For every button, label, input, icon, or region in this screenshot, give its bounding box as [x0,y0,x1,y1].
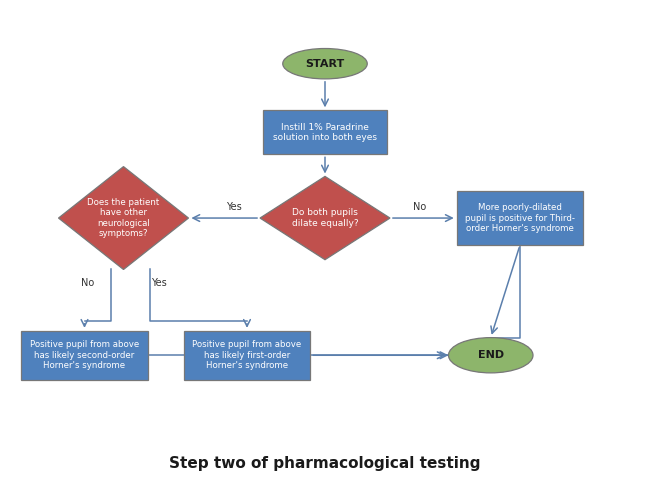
Text: Positive pupil from above
has likely first-order
Horner's syndrome: Positive pupil from above has likely fir… [192,341,302,370]
Text: Yes: Yes [226,202,242,212]
Text: Positive pupil from above
has likely second-order
Horner's syndrome: Positive pupil from above has likely sec… [30,341,139,370]
FancyBboxPatch shape [263,110,387,154]
Text: Does the patient
have other
neurological
symptoms?: Does the patient have other neurological… [87,198,160,238]
Text: Yes: Yes [151,278,167,288]
Text: No: No [81,278,94,288]
FancyBboxPatch shape [183,331,311,380]
Text: Do both pupils
dilate equally?: Do both pupils dilate equally? [292,208,358,228]
Text: More poorly-dilated
pupil is positive for Third-
order Horner's syndrome: More poorly-dilated pupil is positive fo… [465,203,575,233]
Ellipse shape [448,338,533,373]
Polygon shape [58,167,188,270]
Text: END: END [478,350,504,360]
FancyBboxPatch shape [21,331,148,380]
Text: START: START [306,59,345,69]
Text: Step two of pharmacological testing: Step two of pharmacological testing [169,456,481,470]
FancyBboxPatch shape [456,191,584,245]
Polygon shape [260,176,390,260]
Text: Instill 1% Paradrine
solution into both eyes: Instill 1% Paradrine solution into both … [273,122,377,142]
Text: No: No [413,202,426,212]
Ellipse shape [283,49,367,79]
